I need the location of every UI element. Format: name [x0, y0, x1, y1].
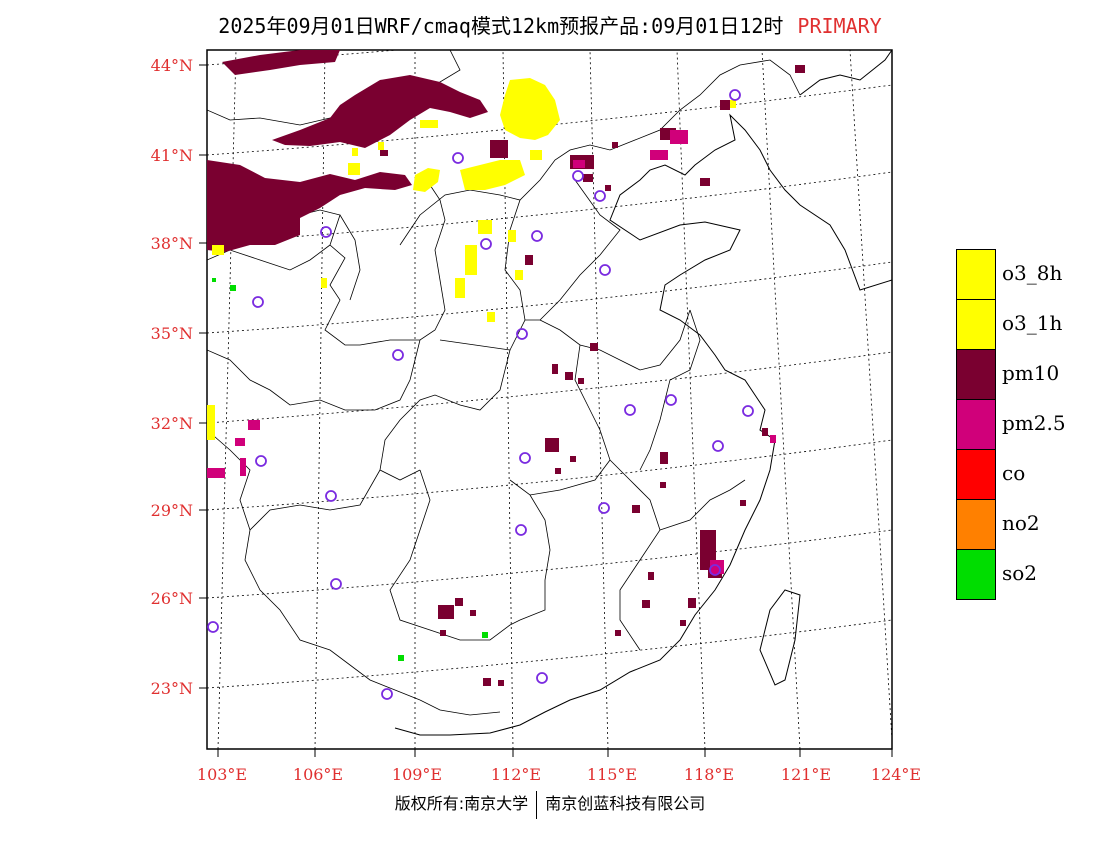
legend-item-so2: so2	[956, 549, 1096, 600]
lat-label-26: 26°N	[151, 589, 193, 608]
lon-label-112: 112°E	[491, 765, 541, 784]
legend-label: o3_8h	[1002, 261, 1063, 285]
legend-item-pm25: pm2.5	[956, 399, 1096, 450]
lat-label-32: 32°N	[151, 414, 193, 433]
lon-label-115: 115°E	[587, 765, 637, 784]
lat-label-44: 44°N	[151, 56, 193, 75]
title-main: 2025年09月01日WRF/cmaq模式12km预报产品:09月01日12时	[218, 14, 784, 38]
lon-label-121: 121°E	[781, 765, 831, 784]
map-title: 2025年09月01日WRF/cmaq模式12km预报产品:09月01日12时 P…	[0, 10, 1100, 39]
footer-right: 南京创蓝科技有限公司	[545, 794, 706, 813]
footer-left: 版权所有:南京大学	[394, 794, 529, 813]
so2-patches	[212, 278, 488, 661]
legend-swatch	[956, 349, 996, 400]
legend-item-co: co	[956, 449, 1096, 500]
lon-label-124: 124°E	[871, 765, 921, 784]
coastline	[394, 50, 892, 736]
legend-item-o3-8h: o3_8h	[956, 249, 1096, 300]
pm10-plumes	[207, 50, 805, 686]
lat-label-23: 23°N	[151, 679, 193, 698]
legend-label: so2	[1002, 561, 1038, 585]
legend-swatch	[956, 399, 996, 450]
legend-swatch	[956, 299, 996, 350]
lat-label-38: 38°N	[151, 234, 193, 253]
o3-patches	[207, 78, 736, 440]
legend-swatch	[956, 499, 996, 550]
pollutant-legend: o3_8h o3_1h pm10 pm2.5 co no2 so2	[956, 249, 1096, 600]
lat-label-35: 35°N	[151, 324, 193, 343]
lat-labels: 44°N 41°N 38°N 35°N 32°N 29°N 26°N 23°N	[151, 56, 193, 698]
lon-label-109: 109°E	[392, 765, 442, 784]
lon-label-118: 118°E	[684, 765, 734, 784]
lon-labels: 103°E 106°E 109°E 112°E 115°E 118°E 121°…	[197, 765, 921, 784]
legend-label: no2	[1002, 511, 1040, 535]
lon-label-103: 103°E	[197, 765, 247, 784]
title-tag: PRIMARY	[797, 14, 882, 38]
legend-item-no2: no2	[956, 499, 1096, 550]
legend-label: pm10	[1002, 361, 1060, 385]
map-frame	[206, 49, 893, 750]
legend-swatch	[956, 249, 996, 300]
lat-label-41: 41°N	[151, 146, 193, 165]
lat-ticks	[199, 64, 207, 689]
lat-label-29: 29°N	[151, 501, 193, 520]
legend-item-o3-1h: o3_1h	[956, 299, 1096, 350]
legend-swatch	[956, 449, 996, 500]
lon-ticks	[217, 749, 893, 757]
graticule	[207, 50, 892, 749]
legend-label: o3_1h	[1002, 311, 1063, 335]
legend-swatch	[956, 549, 996, 600]
province-borders	[207, 50, 801, 716]
lon-label-106: 106°E	[293, 765, 343, 784]
legend-label: pm2.5	[1002, 411, 1066, 435]
footer-divider	[536, 790, 538, 819]
legend-item-pm10: pm10	[956, 349, 1096, 400]
pm25-patches	[207, 130, 776, 574]
station-markers	[207, 89, 754, 700]
copyright-footer: 版权所有:南京大学 南京创蓝科技有限公司	[0, 790, 1100, 819]
legend-label: co	[1002, 461, 1026, 485]
